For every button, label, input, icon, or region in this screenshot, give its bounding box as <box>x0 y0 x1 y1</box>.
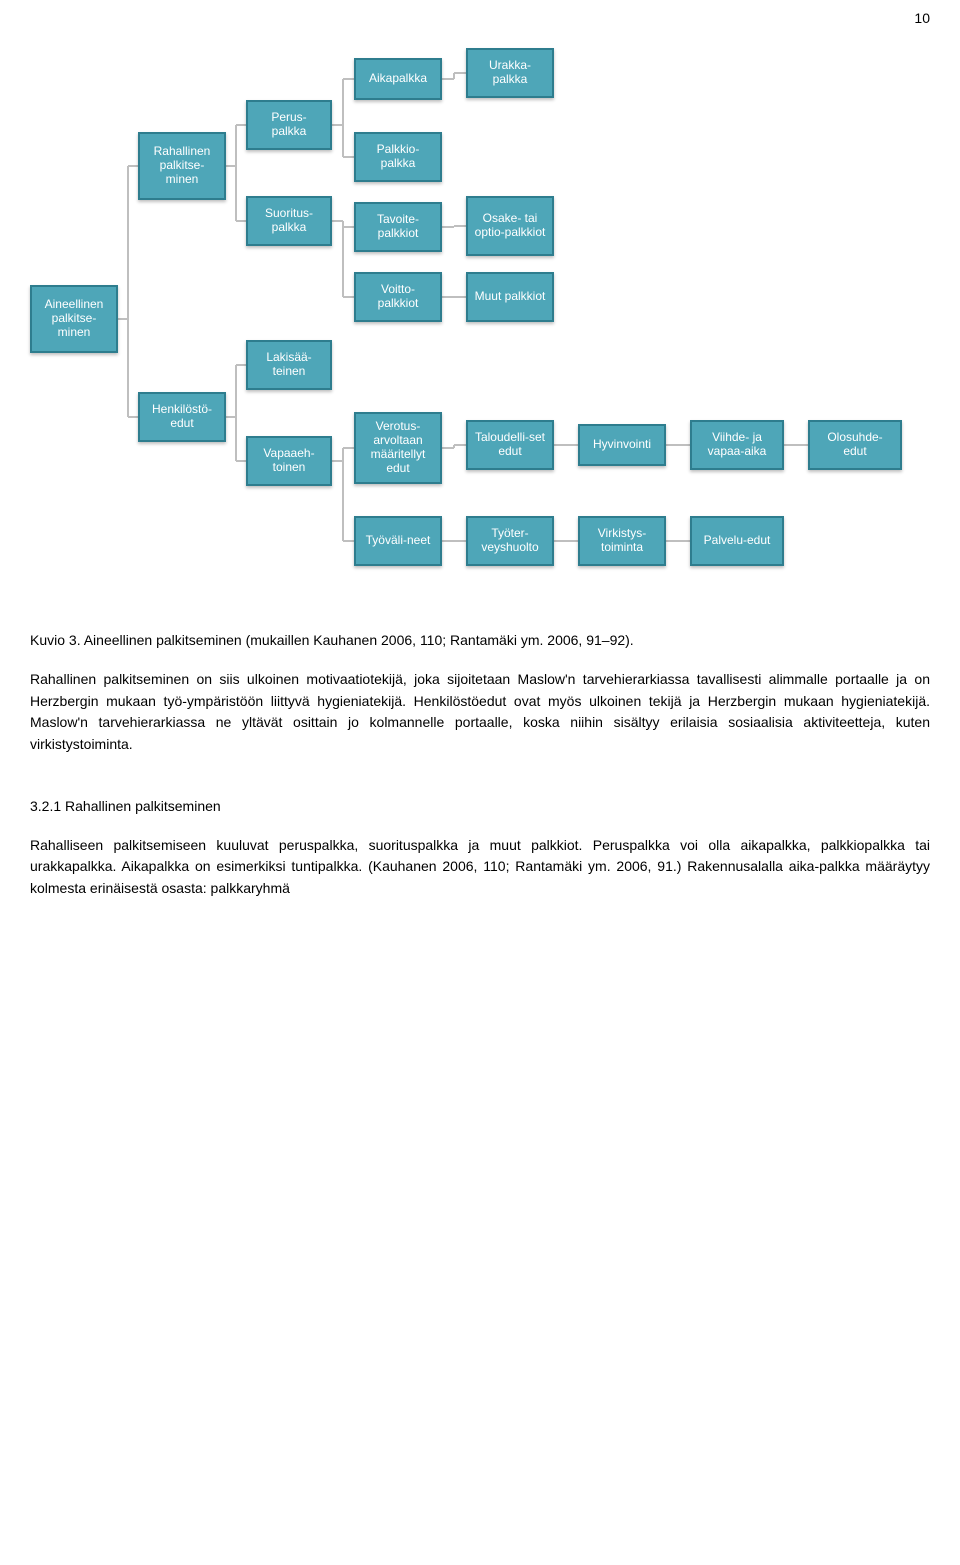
page-number: 10 <box>914 10 930 26</box>
chart-node: Työter-veyshuolto <box>466 516 554 566</box>
chart-node: Aineellinen palkitse-minen <box>30 285 118 353</box>
chart-node: Osake- tai optio-palkkiot <box>466 196 554 256</box>
chart-node: Palvelu-edut <box>690 516 784 566</box>
chart-node: Taloudelli-set edut <box>466 420 554 470</box>
chart-node: Palkkio-palkka <box>354 132 442 182</box>
chart-node: Verotus-arvoltaan määritellyt edut <box>354 412 442 484</box>
chart-node: Muut palkkiot <box>466 272 554 322</box>
chart-node: Viihde- ja vapaa-aika <box>690 420 784 470</box>
chart-node: Urakka-palkka <box>466 48 554 98</box>
chart-node: Hyvinvointi <box>578 424 666 466</box>
section-heading: 3.2.1 Rahallinen palkitseminen <box>30 796 930 817</box>
caption-prefix: Kuvio 3. <box>30 632 81 648</box>
chart-node: Rahallinen palkitse-minen <box>138 132 226 200</box>
chart-node: Olosuhde-edut <box>808 420 902 470</box>
chart-node: Työväli-neet <box>354 516 442 566</box>
chart-node: Aikapalkka <box>354 58 442 100</box>
paragraph-1: Rahallinen palkitseminen on siis ulkoine… <box>30 669 930 756</box>
chart-node: Suoritus-palkka <box>246 196 332 246</box>
chart-node: Perus-palkka <box>246 100 332 150</box>
chart-node: Vapaaeh-toinen <box>246 436 332 486</box>
org-chart: Aineellinen palkitse-minen Rahallinen pal… <box>30 40 930 600</box>
chart-node: Tavoite-palkkiot <box>354 202 442 252</box>
chart-node: Voitto-palkkiot <box>354 272 442 322</box>
chart-node: Virkistys-toiminta <box>578 516 666 566</box>
figure-caption: Kuvio 3. Aineellinen palkitseminen (muka… <box>30 630 930 651</box>
chart-node: Lakisää-teinen <box>246 340 332 390</box>
paragraph-2: Rahalliseen palkitsemiseen kuuluvat peru… <box>30 835 930 900</box>
caption-text: Aineellinen palkitseminen (mukaillen Kau… <box>84 632 634 648</box>
chart-node: Henkilöstö-edut <box>138 392 226 442</box>
